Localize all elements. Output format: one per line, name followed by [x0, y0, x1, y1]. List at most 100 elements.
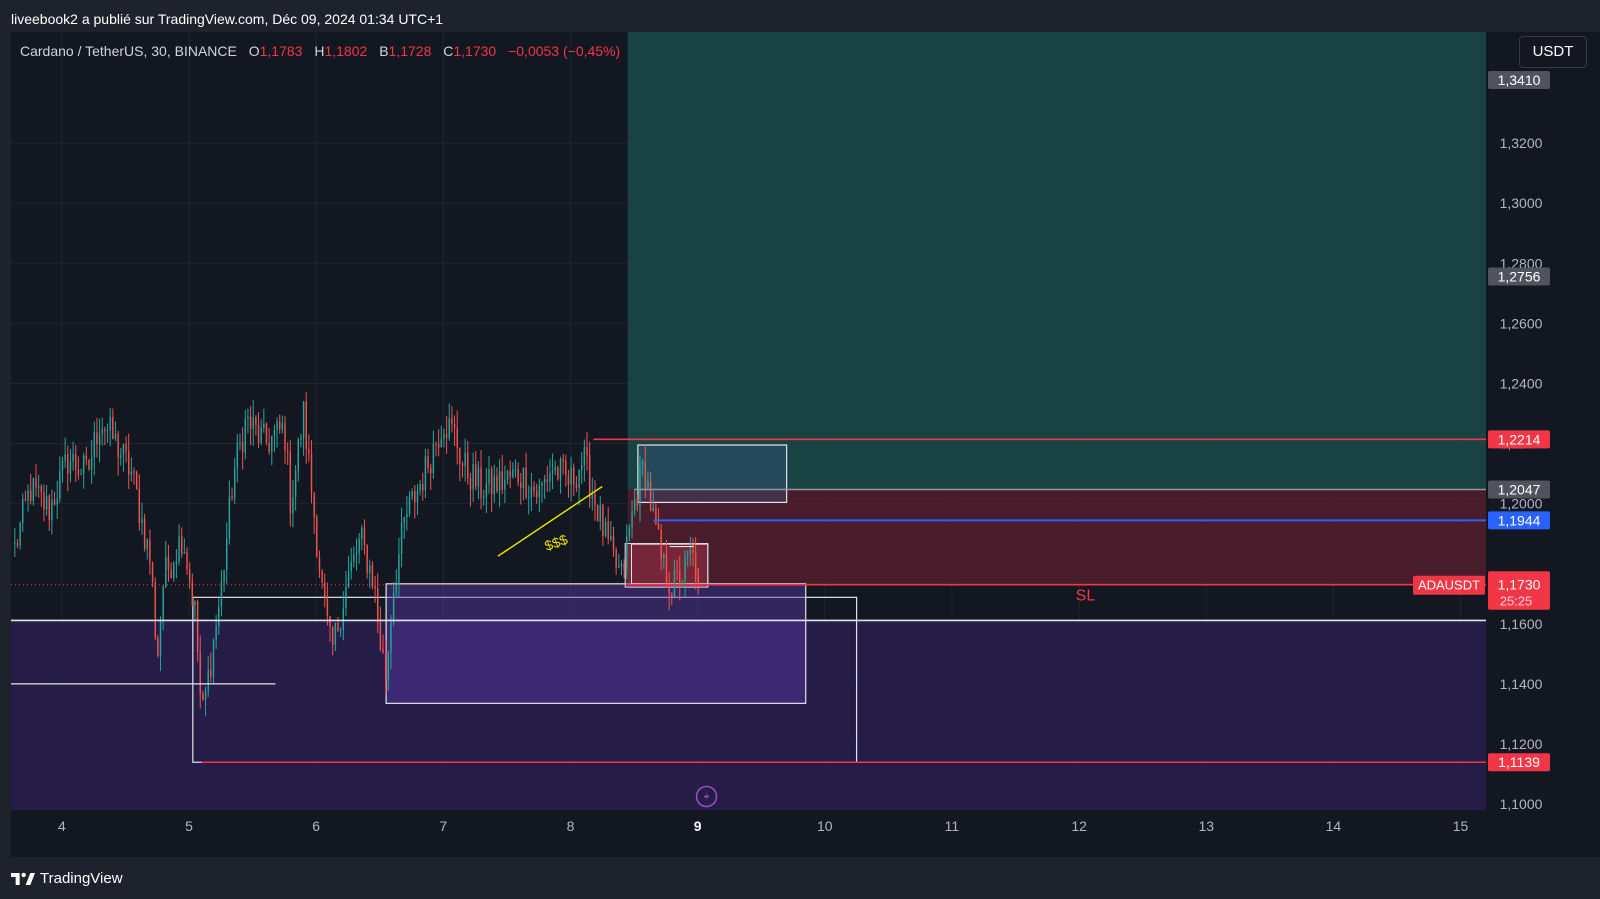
candle-body	[570, 467, 572, 485]
y-tick-label: 1,3200	[1500, 135, 1543, 151]
candle-body	[329, 616, 331, 627]
candle-body	[120, 455, 122, 458]
candle-body	[467, 452, 469, 479]
candle-body	[180, 536, 183, 554]
candle-body	[146, 539, 148, 549]
candle-body	[464, 452, 466, 466]
currency-unit-button[interactable]: USDT	[1519, 36, 1587, 68]
candle-body	[318, 557, 321, 572]
candle-body	[496, 476, 498, 491]
open-value: 1,1783	[259, 43, 303, 59]
bottom-bar	[0, 857, 1600, 899]
candles-group	[14, 392, 700, 717]
candle-body	[112, 416, 114, 439]
candle-body	[610, 536, 612, 540]
candle-body	[546, 479, 549, 482]
close-label: C	[443, 43, 454, 59]
zone-stop	[627, 489, 1486, 585]
candle-body	[226, 538, 228, 571]
tradingview-brand[interactable]: TradingView	[11, 870, 123, 887]
candle-body	[626, 536, 628, 570]
price-tag-line-blue	[1488, 511, 1550, 530]
x-tick-label: 14	[1326, 818, 1342, 834]
candle-body	[387, 652, 390, 681]
candle-body	[554, 467, 556, 471]
candle-body	[310, 453, 313, 493]
candle-body	[32, 478, 35, 502]
candle-body	[392, 592, 395, 623]
zone-demand	[11, 620, 1486, 810]
candle-body	[125, 444, 127, 452]
candle-body	[233, 467, 236, 499]
candle-body	[284, 423, 286, 451]
candle-body	[615, 549, 617, 568]
candle-body	[684, 556, 686, 583]
bar-countdown: 25:25	[1500, 594, 1533, 609]
x-tick-label: 12	[1071, 818, 1087, 834]
candle-body	[347, 571, 350, 587]
y-tick-label: 1,1600	[1500, 616, 1543, 632]
candle-body	[477, 467, 480, 487]
y-tick-label: 1,1200	[1500, 736, 1543, 752]
candle-body	[273, 430, 276, 436]
candle-body	[130, 471, 133, 475]
candle-body	[512, 469, 514, 478]
candle-body	[302, 401, 305, 439]
candle-body	[67, 454, 69, 474]
candle-body	[366, 544, 368, 573]
candle-body	[353, 554, 355, 562]
candle-body	[151, 562, 154, 583]
candle-body	[165, 557, 167, 588]
candle-body	[395, 584, 398, 593]
candle-body	[448, 418, 450, 438]
top-bar: liveebook2 a publié sur TradingView.com,…	[0, 0, 1600, 32]
price-tag-label: 1,2047	[1498, 481, 1541, 497]
zone-target	[627, 32, 1486, 490]
candle-body	[641, 461, 644, 467]
candle-body	[14, 543, 16, 545]
candle-body	[324, 582, 326, 597]
y-tick-label: 1,1400	[1500, 676, 1543, 692]
candle-body	[45, 496, 48, 510]
candle-body	[549, 473, 551, 482]
candle-body	[101, 429, 103, 434]
candle-body	[249, 416, 252, 429]
candle-body	[207, 669, 209, 691]
price-tag-tag-grey	[1488, 71, 1550, 90]
y-tick-label: 1,2000	[1500, 496, 1543, 512]
candle-body	[663, 553, 665, 559]
close-value: 1,1730	[453, 43, 497, 59]
candle-body	[443, 434, 445, 439]
candle-body	[294, 470, 297, 498]
y-tick-label: 1,3000	[1500, 195, 1543, 211]
low-value: 1,1728	[388, 43, 432, 59]
candle-body	[528, 496, 530, 498]
candle-body	[655, 507, 657, 525]
candle-body	[16, 543, 19, 546]
candle-body	[109, 416, 111, 430]
candle-body	[363, 528, 366, 545]
candle-body	[594, 493, 596, 505]
candle-body	[321, 571, 323, 583]
symbol-tag	[1413, 575, 1485, 595]
candle-body	[665, 553, 668, 585]
x-tick-label: 6	[312, 818, 320, 834]
candle-body	[358, 538, 360, 553]
candle-body	[504, 479, 506, 490]
candle-body	[419, 484, 421, 491]
candle-body	[37, 486, 40, 488]
x-tick-label: 7	[439, 818, 447, 834]
last-price-label: 1,1730	[1498, 577, 1541, 593]
publish-line: liveebook2 a publié sur TradingView.com,…	[11, 11, 444, 27]
candle-body	[127, 451, 130, 475]
candle-body	[88, 459, 90, 470]
candle-body	[223, 570, 225, 582]
candle-body	[361, 528, 363, 539]
candle-body	[578, 469, 580, 488]
candle-body	[114, 433, 117, 439]
candle-body	[369, 565, 371, 573]
candle-body	[379, 621, 382, 650]
candle-body	[289, 451, 292, 514]
candle-body	[22, 499, 24, 524]
